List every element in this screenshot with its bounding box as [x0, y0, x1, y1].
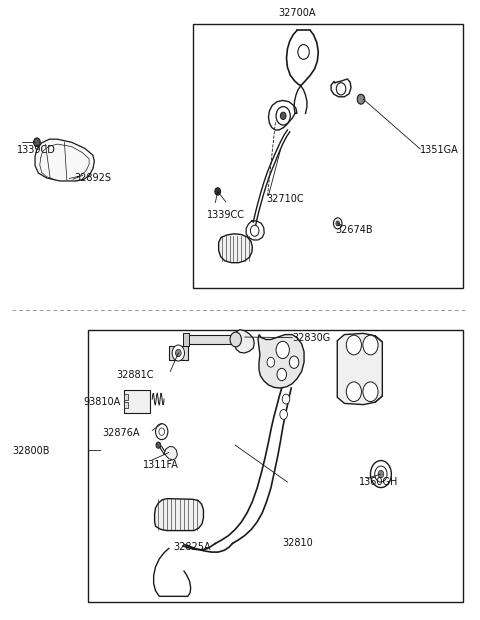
Circle shape — [363, 335, 378, 355]
Bar — [185, 335, 233, 344]
Polygon shape — [35, 139, 95, 181]
Circle shape — [282, 394, 290, 404]
Bar — [124, 390, 150, 413]
Circle shape — [334, 218, 342, 229]
Text: 32710C: 32710C — [266, 195, 304, 205]
Circle shape — [289, 356, 299, 368]
Circle shape — [277, 368, 287, 381]
Text: 93810A: 93810A — [84, 397, 120, 407]
Text: 32825A: 32825A — [174, 541, 211, 552]
Circle shape — [156, 423, 168, 440]
Text: 32892S: 32892S — [74, 173, 111, 183]
Text: 1351GA: 1351GA — [420, 145, 459, 155]
Text: 32876A: 32876A — [102, 428, 140, 438]
Polygon shape — [169, 345, 188, 360]
Circle shape — [156, 442, 161, 448]
Circle shape — [276, 342, 289, 358]
Text: 32800B: 32800B — [12, 446, 50, 456]
Text: 1311FA: 1311FA — [143, 460, 179, 470]
Circle shape — [230, 332, 241, 347]
Circle shape — [346, 335, 361, 355]
Text: 32830G: 32830G — [292, 333, 330, 343]
Circle shape — [346, 382, 361, 402]
Circle shape — [251, 225, 259, 236]
Circle shape — [280, 410, 288, 419]
Bar — [192, 24, 463, 288]
Circle shape — [215, 188, 220, 195]
Circle shape — [378, 471, 384, 478]
Polygon shape — [164, 446, 178, 460]
Circle shape — [298, 45, 309, 60]
Text: 32700A: 32700A — [278, 8, 316, 18]
Circle shape — [267, 357, 275, 367]
Circle shape — [280, 112, 286, 120]
Circle shape — [336, 221, 340, 226]
Polygon shape — [337, 334, 383, 405]
Polygon shape — [235, 330, 254, 353]
Circle shape — [357, 94, 365, 104]
Circle shape — [371, 461, 391, 487]
Circle shape — [34, 138, 40, 146]
Polygon shape — [219, 234, 252, 263]
Text: 1339CC: 1339CC — [207, 210, 245, 219]
Text: 32674B: 32674B — [335, 225, 372, 235]
Polygon shape — [258, 335, 304, 388]
Circle shape — [176, 349, 181, 356]
Polygon shape — [155, 498, 204, 531]
Circle shape — [172, 345, 184, 361]
Text: 32810: 32810 — [283, 539, 313, 549]
Bar — [183, 334, 189, 345]
Text: 1339CD: 1339CD — [17, 145, 56, 155]
Circle shape — [233, 336, 239, 343]
Text: 1360GH: 1360GH — [359, 477, 398, 487]
Text: 32881C: 32881C — [117, 370, 154, 379]
Bar — [124, 394, 128, 400]
Circle shape — [159, 428, 165, 435]
Bar — [124, 402, 128, 408]
Circle shape — [363, 382, 378, 402]
Circle shape — [375, 466, 387, 482]
Bar — [88, 330, 463, 602]
Circle shape — [276, 107, 290, 125]
Circle shape — [336, 82, 346, 95]
